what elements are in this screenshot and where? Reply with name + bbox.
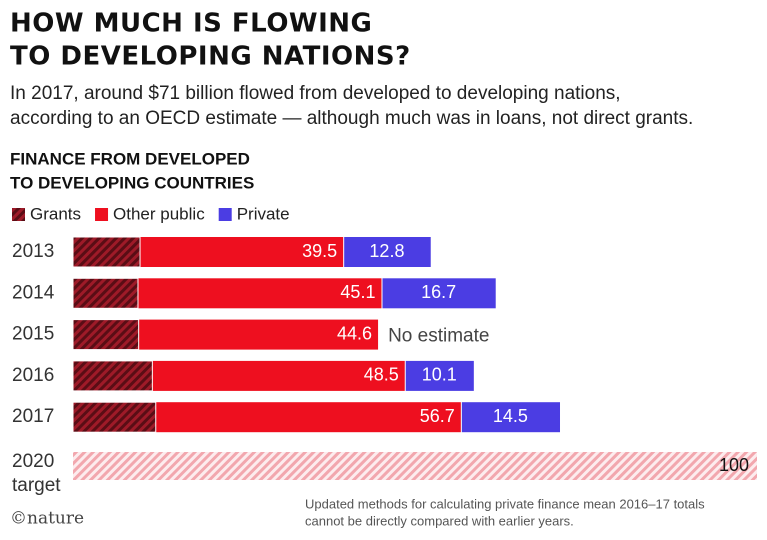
bar-private: [405, 360, 474, 391]
value-label: 100: [719, 455, 749, 475]
value-label: 45.1: [340, 282, 375, 302]
annotation: No estimate: [388, 326, 489, 347]
bar-grants: [72, 236, 141, 268]
note-line: Updated methods for calculating private …: [305, 496, 705, 511]
category-label: 2013: [12, 241, 54, 262]
legend-swatch: [12, 208, 25, 221]
chart-title-line: TO DEVELOPING COUNTRIES: [10, 173, 254, 192]
legend-label: Other public: [113, 204, 205, 223]
legend-label: Grants: [30, 204, 81, 223]
legend-swatch: [218, 208, 232, 221]
value-label: 12.8: [369, 241, 404, 261]
category-label: 2014: [12, 282, 55, 303]
value-label: 44.6: [337, 323, 372, 343]
note-line: cannot be directly compared with earlier…: [305, 513, 574, 528]
value-label: 56.7: [420, 406, 455, 426]
bar-grants: [72, 319, 140, 351]
chart-title-line: FINANCE FROM DEVELOPED: [10, 149, 250, 168]
subtitle-line: according to an OECD estimate — although…: [10, 108, 693, 129]
target-label: target: [12, 475, 61, 496]
value-label: 10.1: [422, 365, 457, 385]
source: ©nature: [10, 509, 84, 529]
value-label: 16.7: [421, 282, 456, 302]
legend-label: Private: [237, 204, 290, 223]
target-label: 2020: [12, 451, 54, 472]
title-line: HOW MUCH IS FLOWING: [10, 9, 372, 39]
value-label: 39.5: [302, 241, 337, 261]
legend-swatch: [95, 208, 109, 221]
value-label: 48.5: [364, 365, 399, 385]
bar-target: [73, 452, 757, 480]
category-label: 2017: [12, 406, 54, 427]
bar-grants: [72, 360, 153, 392]
bar-private: [344, 237, 431, 267]
bar-grants: [72, 277, 139, 309]
category-label: 2016: [12, 365, 54, 386]
category-label: 2015: [12, 324, 54, 345]
subtitle-line: In 2017, around $71 billion flowed from …: [10, 83, 621, 104]
bar-grants: [72, 401, 157, 433]
bar-private: [382, 278, 496, 309]
title-line: TO DEVELOPING NATIONS?: [10, 42, 411, 72]
value-label: 14.5: [493, 406, 528, 426]
bar-private: [461, 402, 561, 433]
